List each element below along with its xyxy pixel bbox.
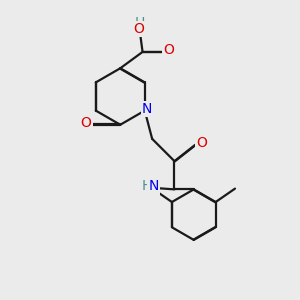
Text: H: H bbox=[134, 16, 145, 30]
Text: O: O bbox=[134, 22, 144, 36]
Text: N: N bbox=[142, 102, 152, 116]
Text: H: H bbox=[142, 179, 152, 194]
Text: O: O bbox=[81, 116, 92, 130]
Text: O: O bbox=[196, 136, 207, 150]
Text: O: O bbox=[163, 44, 174, 57]
Text: N: N bbox=[148, 179, 159, 194]
